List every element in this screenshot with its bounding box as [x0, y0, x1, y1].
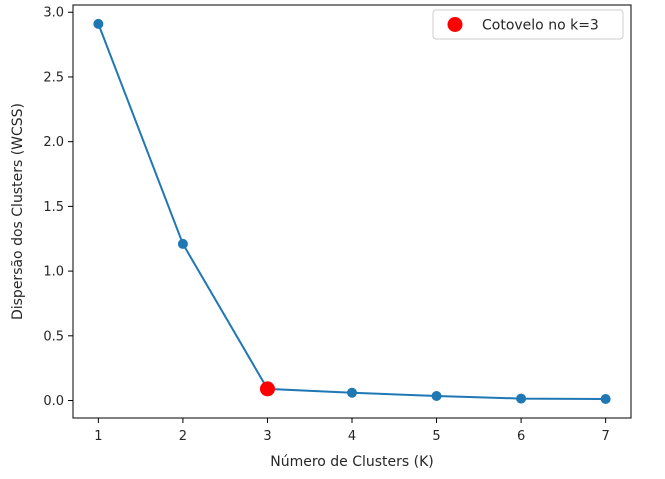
elbow-point — [259, 381, 275, 397]
data-point — [516, 393, 527, 404]
x-tick-label: 1 — [94, 429, 102, 444]
x-axis-label: Número de Clusters (K) — [270, 454, 434, 470]
y-axis: 0.0 0.5 1.0 1.5 2.0 2.5 3.0 — [43, 6, 73, 409]
x-tick-label: 4 — [348, 429, 356, 444]
x-tick-label: 7 — [601, 429, 609, 444]
y-tick-label: 1.0 — [43, 265, 64, 280]
legend: Cotovelo no k=3 — [432, 9, 624, 40]
y-tick-label: 3.0 — [43, 6, 64, 21]
y-axis-label: Dispersão dos Clusters (WCSS) — [10, 103, 26, 320]
data-point — [347, 387, 357, 398]
y-tick-label: 0.0 — [43, 394, 64, 409]
y-tick-label: 1.5 — [43, 200, 64, 215]
plot-area — [72, 4, 632, 419]
y-tick-label: 0.5 — [43, 329, 64, 344]
x-tick-label: 6 — [517, 429, 525, 444]
series-layer — [93, 18, 611, 404]
data-point — [93, 18, 104, 29]
y-tick-label: 2.0 — [43, 135, 64, 150]
x-tick-label: 3 — [263, 429, 271, 444]
data-point — [600, 393, 611, 404]
legend-label: Cotovelo no k=3 — [482, 18, 599, 34]
legend-box — [432, 9, 624, 40]
series-line — [97, 23, 606, 400]
x-tick-label: 2 — [179, 429, 187, 444]
data-point — [177, 238, 188, 249]
x-tick-label: 5 — [432, 429, 440, 444]
data-point — [431, 390, 442, 401]
axes-frame — [72, 4, 632, 419]
x-axis: 1 2 3 4 5 6 7 — [94, 418, 610, 444]
legend-marker — [447, 17, 463, 32]
y-tick-label: 2.5 — [43, 70, 64, 85]
